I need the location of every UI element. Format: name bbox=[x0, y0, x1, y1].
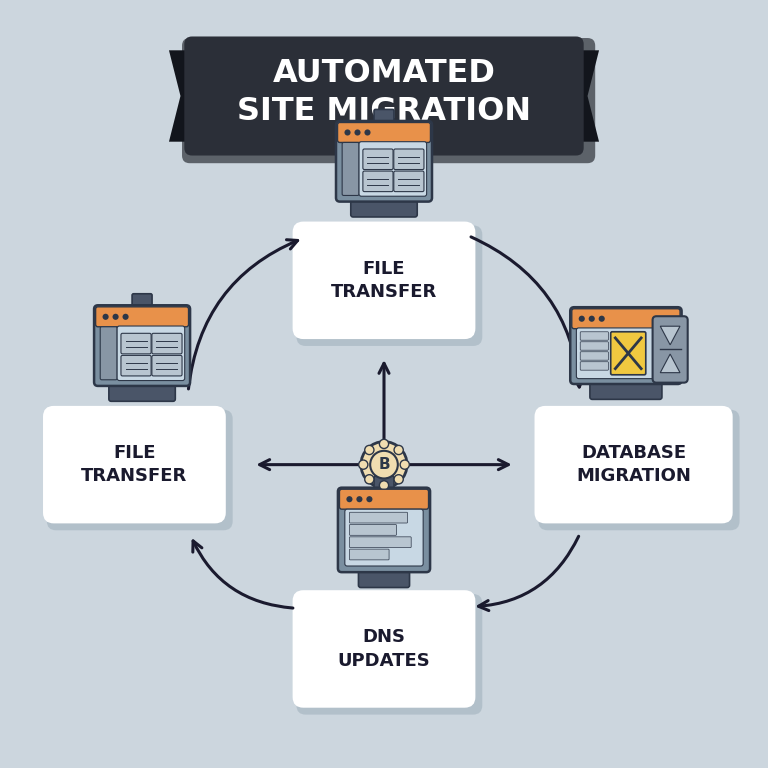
Circle shape bbox=[361, 442, 407, 488]
FancyBboxPatch shape bbox=[296, 226, 482, 346]
Circle shape bbox=[598, 316, 604, 322]
Circle shape bbox=[588, 316, 594, 322]
FancyBboxPatch shape bbox=[349, 525, 396, 535]
Text: DNS
UPDATES: DNS UPDATES bbox=[338, 628, 430, 670]
Polygon shape bbox=[169, 51, 192, 142]
FancyBboxPatch shape bbox=[349, 537, 411, 548]
FancyBboxPatch shape bbox=[95, 306, 188, 327]
Text: FILE
TRANSFER: FILE TRANSFER bbox=[81, 444, 187, 485]
Circle shape bbox=[579, 316, 585, 322]
FancyBboxPatch shape bbox=[345, 509, 423, 566]
FancyBboxPatch shape bbox=[343, 143, 359, 195]
FancyBboxPatch shape bbox=[359, 566, 409, 588]
FancyBboxPatch shape bbox=[580, 362, 608, 370]
FancyBboxPatch shape bbox=[117, 326, 184, 381]
Circle shape bbox=[365, 445, 374, 455]
Polygon shape bbox=[576, 51, 599, 142]
FancyBboxPatch shape bbox=[100, 327, 117, 379]
FancyBboxPatch shape bbox=[182, 38, 595, 164]
Circle shape bbox=[346, 496, 353, 502]
FancyBboxPatch shape bbox=[570, 307, 681, 384]
FancyBboxPatch shape bbox=[293, 591, 475, 708]
FancyBboxPatch shape bbox=[94, 305, 190, 386]
FancyBboxPatch shape bbox=[535, 406, 733, 524]
Polygon shape bbox=[660, 326, 680, 345]
FancyBboxPatch shape bbox=[580, 332, 608, 340]
Polygon shape bbox=[660, 354, 680, 372]
Circle shape bbox=[379, 481, 389, 490]
Circle shape bbox=[355, 130, 361, 136]
Circle shape bbox=[122, 313, 129, 319]
Circle shape bbox=[103, 313, 109, 319]
FancyBboxPatch shape bbox=[351, 195, 417, 217]
FancyBboxPatch shape bbox=[653, 316, 687, 382]
Text: B: B bbox=[378, 457, 390, 472]
Circle shape bbox=[344, 130, 350, 136]
Circle shape bbox=[359, 460, 368, 469]
FancyBboxPatch shape bbox=[362, 171, 393, 192]
Text: FILE
TRANSFER: FILE TRANSFER bbox=[331, 260, 437, 301]
FancyBboxPatch shape bbox=[394, 149, 424, 170]
Circle shape bbox=[113, 313, 119, 319]
Polygon shape bbox=[359, 154, 409, 198]
FancyBboxPatch shape bbox=[152, 333, 182, 354]
FancyBboxPatch shape bbox=[109, 379, 175, 401]
FancyBboxPatch shape bbox=[43, 406, 226, 524]
FancyBboxPatch shape bbox=[338, 488, 430, 572]
FancyBboxPatch shape bbox=[296, 594, 482, 714]
FancyBboxPatch shape bbox=[571, 309, 680, 329]
FancyBboxPatch shape bbox=[121, 333, 151, 354]
FancyBboxPatch shape bbox=[47, 410, 233, 530]
Circle shape bbox=[365, 130, 371, 136]
FancyBboxPatch shape bbox=[580, 352, 608, 360]
Circle shape bbox=[365, 475, 374, 484]
FancyBboxPatch shape bbox=[374, 109, 394, 127]
Circle shape bbox=[356, 496, 362, 502]
FancyBboxPatch shape bbox=[349, 549, 389, 560]
FancyBboxPatch shape bbox=[132, 294, 152, 310]
Circle shape bbox=[394, 445, 403, 455]
FancyBboxPatch shape bbox=[336, 121, 432, 201]
FancyBboxPatch shape bbox=[611, 332, 646, 375]
FancyBboxPatch shape bbox=[121, 356, 151, 376]
Circle shape bbox=[400, 460, 409, 469]
FancyBboxPatch shape bbox=[338, 122, 430, 143]
FancyBboxPatch shape bbox=[394, 171, 424, 192]
FancyBboxPatch shape bbox=[590, 378, 662, 399]
Text: DATABASE
MIGRATION: DATABASE MIGRATION bbox=[576, 444, 691, 485]
FancyBboxPatch shape bbox=[184, 37, 584, 155]
FancyBboxPatch shape bbox=[538, 410, 740, 530]
FancyBboxPatch shape bbox=[349, 512, 408, 523]
Circle shape bbox=[394, 475, 403, 484]
FancyBboxPatch shape bbox=[339, 489, 429, 509]
Circle shape bbox=[366, 496, 372, 502]
FancyBboxPatch shape bbox=[293, 221, 475, 339]
FancyBboxPatch shape bbox=[576, 328, 675, 379]
FancyBboxPatch shape bbox=[362, 149, 393, 170]
FancyBboxPatch shape bbox=[152, 356, 182, 376]
Circle shape bbox=[379, 439, 389, 449]
FancyBboxPatch shape bbox=[359, 141, 427, 196]
FancyBboxPatch shape bbox=[580, 342, 608, 350]
FancyBboxPatch shape bbox=[374, 476, 394, 493]
Circle shape bbox=[370, 451, 398, 478]
Text: AUTOMATED
SITE MIGRATION: AUTOMATED SITE MIGRATION bbox=[237, 58, 531, 127]
